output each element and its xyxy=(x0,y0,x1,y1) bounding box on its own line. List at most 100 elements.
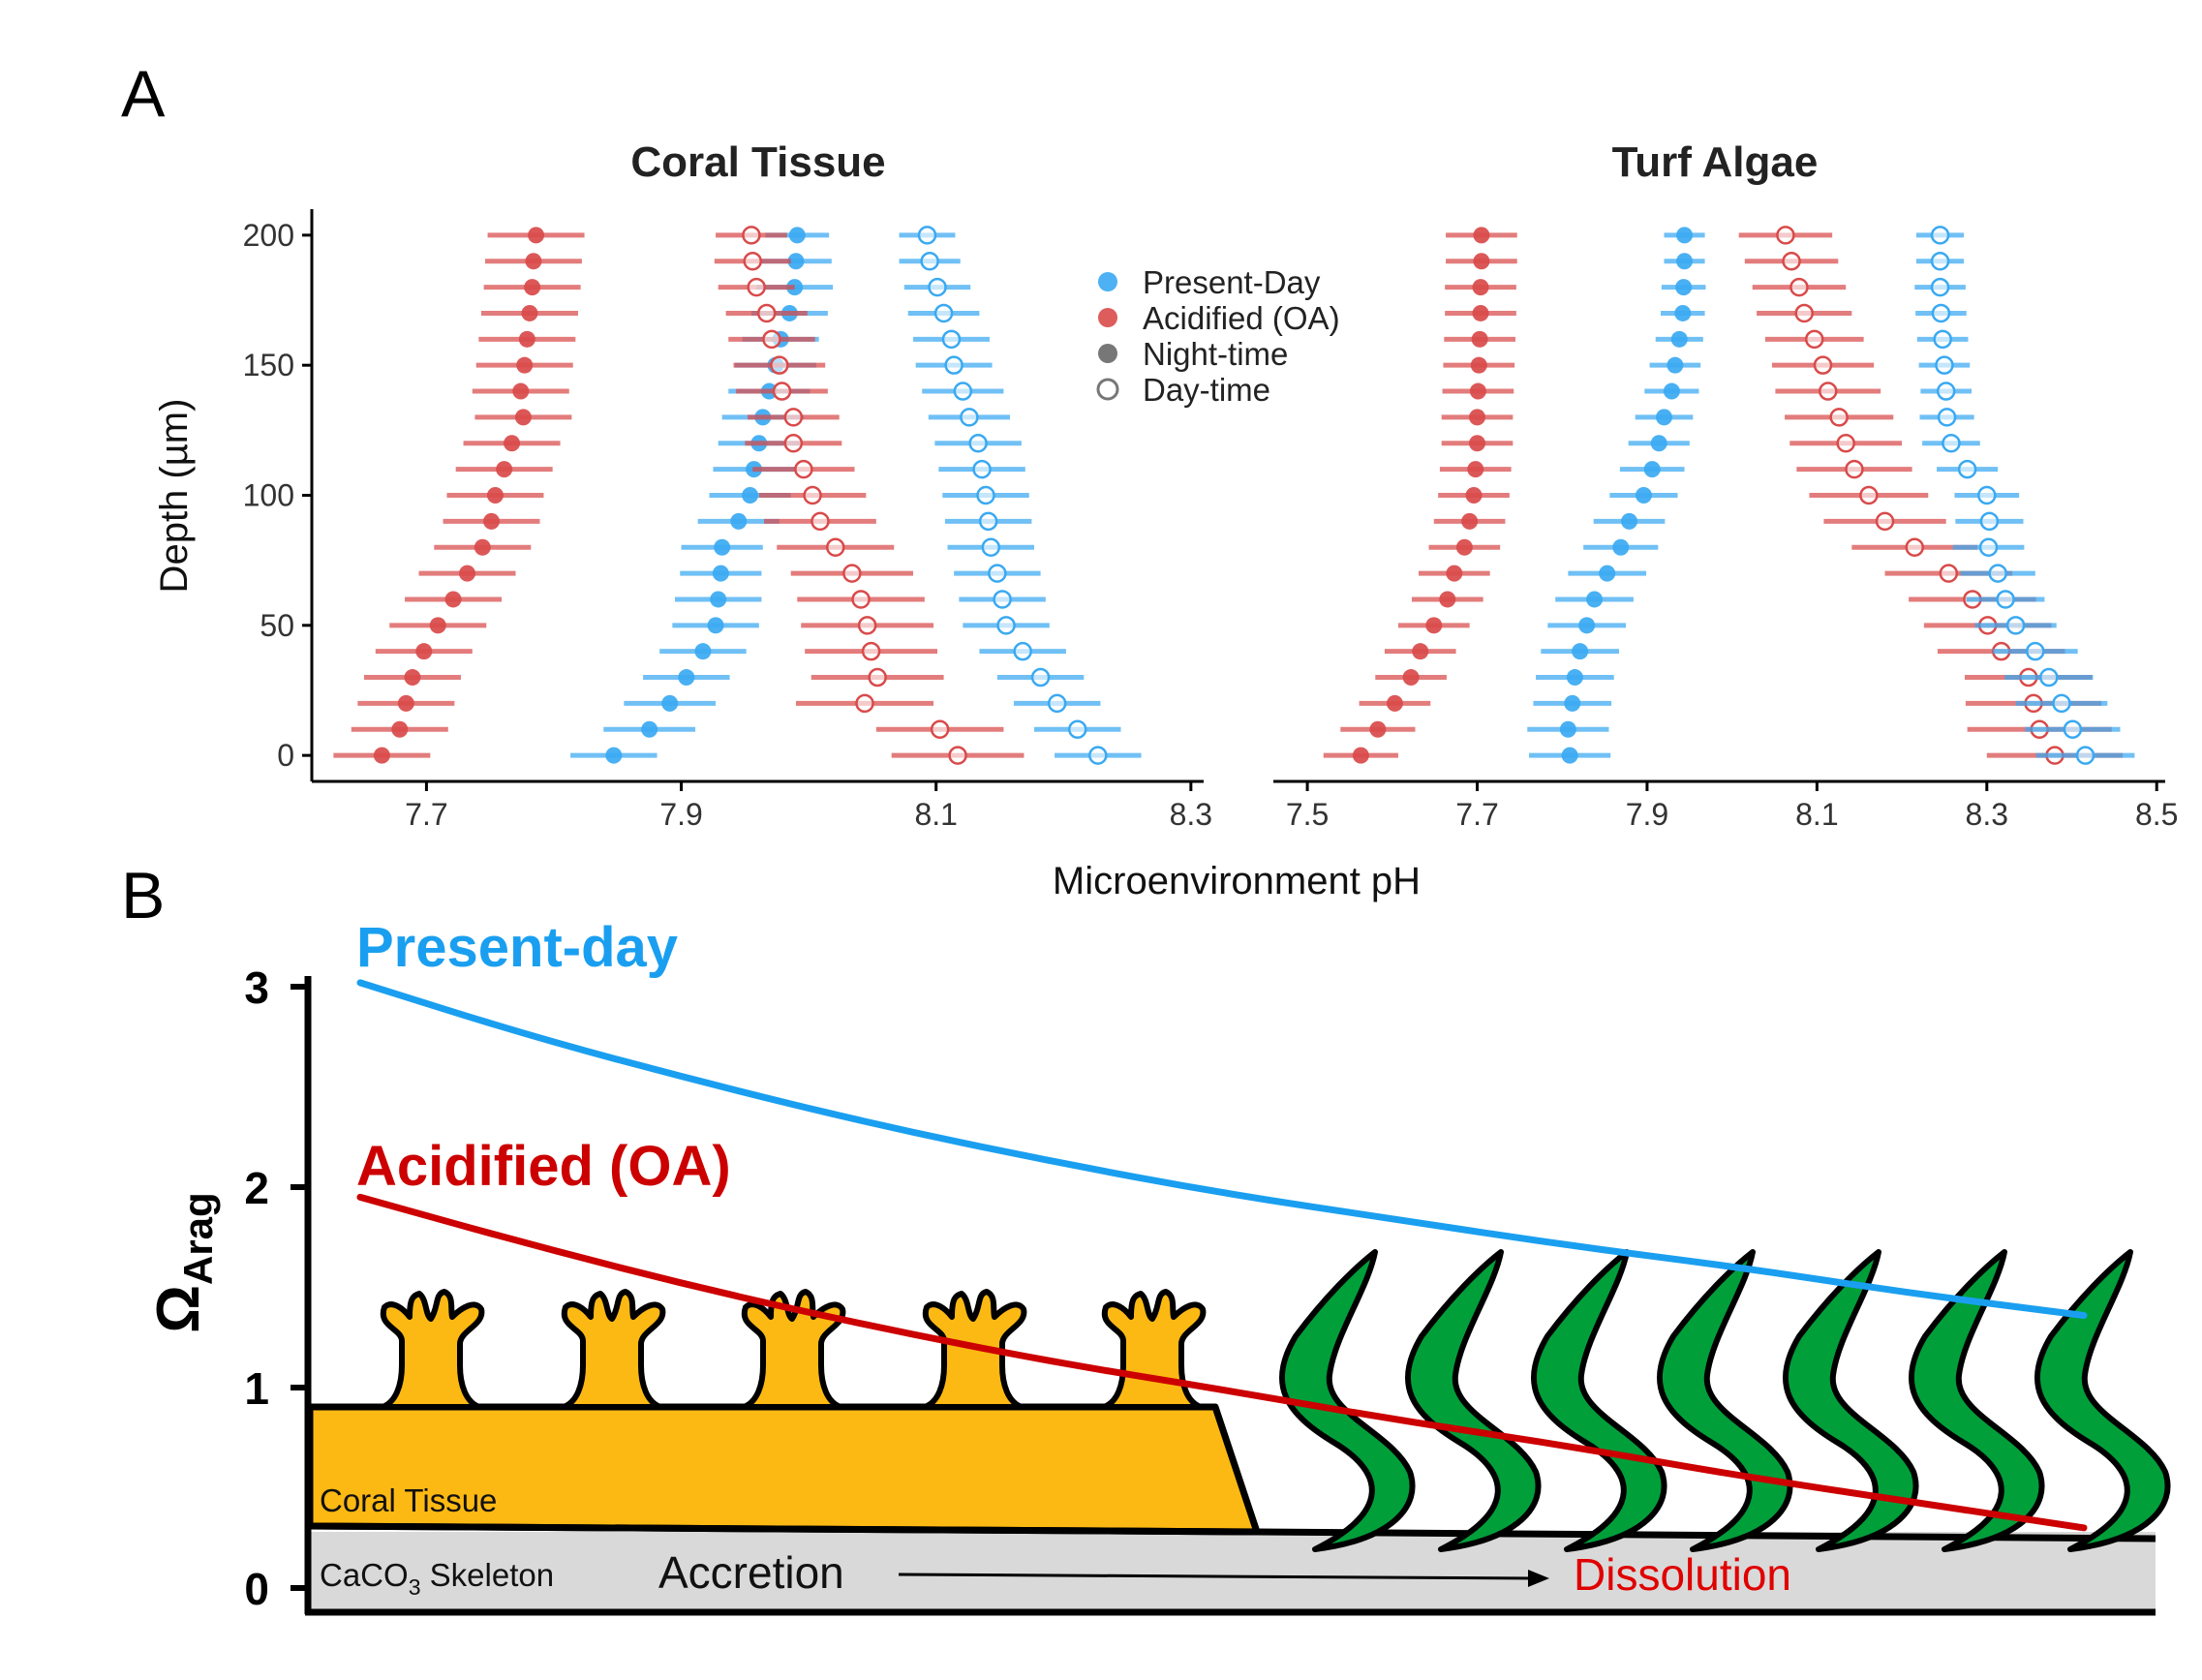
algae-point-day xyxy=(1931,303,1951,323)
coral-point-night xyxy=(415,643,433,660)
coral-point-night xyxy=(516,356,534,374)
algae-point-night xyxy=(1586,591,1604,608)
coral-point-day xyxy=(968,434,988,453)
coral-point-day xyxy=(842,564,862,583)
algae-point-day xyxy=(1977,485,1997,505)
coral-point-night xyxy=(742,487,759,504)
algae-point-night xyxy=(1471,330,1488,348)
coral-y-tick-label: 200 xyxy=(243,218,294,253)
coral-point-day xyxy=(861,641,881,661)
panel-a-letter: A xyxy=(121,57,166,131)
algae-x-tick-label: 7.9 xyxy=(1626,797,1668,832)
coral-point-night xyxy=(787,253,805,270)
algae-point-day xyxy=(1875,511,1895,532)
coral-point-day xyxy=(855,693,874,714)
coral-x-tick-label: 7.7 xyxy=(405,797,447,832)
algae-point-night xyxy=(1412,643,1429,660)
accretion-label: Accretion xyxy=(658,1547,844,1598)
algae-point-day xyxy=(1936,382,1956,401)
turf-algae-blades xyxy=(1278,1249,2171,1552)
algae-point-day xyxy=(1979,511,2000,532)
coral-point-day xyxy=(920,251,939,271)
coral-point-day xyxy=(810,511,830,532)
coral-point-day xyxy=(944,355,963,375)
algae-point-day xyxy=(1782,251,1801,271)
algae-point-day xyxy=(1845,459,1864,479)
coral-point-night xyxy=(521,304,538,321)
coral-point-night xyxy=(474,538,491,556)
coral-point-day xyxy=(826,537,845,557)
algae-data-points xyxy=(1323,226,2135,765)
skeleton-label: CaCO3 Skeleton xyxy=(320,1557,554,1600)
coral-point-night xyxy=(459,565,476,582)
coral-y-ticks: 0 50 100 150 200 xyxy=(243,218,312,773)
algae-point-day xyxy=(2075,746,2095,765)
algae-point-night xyxy=(1650,435,1667,452)
coral-point-night xyxy=(694,643,712,660)
algae-point-night xyxy=(1439,591,1456,608)
coral-point-day xyxy=(996,616,1016,635)
algae-point-night xyxy=(1472,304,1489,321)
algae-point-day xyxy=(1930,226,1950,245)
algae-point-night xyxy=(1675,279,1693,296)
coral-tissue-label: Coral Tissue xyxy=(320,1482,497,1518)
coral-point-day xyxy=(1013,641,1032,661)
coral-point-night xyxy=(404,669,421,687)
coral-y-tick-label: 0 xyxy=(277,738,294,773)
coral-point-day xyxy=(770,355,789,375)
algae-point-night xyxy=(1467,461,1484,478)
algae-point-day xyxy=(1988,564,2007,583)
coral-point-day xyxy=(976,485,995,505)
coral-point-day xyxy=(756,303,777,323)
algae-blade xyxy=(1278,1249,1416,1552)
coral-point-day xyxy=(851,590,871,609)
algae-point-day xyxy=(1829,408,1849,427)
algae-point-night xyxy=(1402,669,1420,687)
accretion-dissolution-arrow xyxy=(898,1573,1536,1580)
algae-point-night xyxy=(1621,512,1638,530)
coral-point-day xyxy=(917,226,937,245)
algae-x-tick-label: 8.5 xyxy=(2135,797,2178,832)
coral-point-day xyxy=(1067,719,1087,740)
algae-point-day xyxy=(1930,251,1950,271)
algae-panel-title: Turf Algae xyxy=(1612,138,1819,186)
coral-point-night xyxy=(504,435,521,452)
coral-point-night xyxy=(710,591,727,608)
algae-point-night xyxy=(1578,617,1596,634)
coral-point-day xyxy=(783,408,804,427)
algae-point-day xyxy=(1957,459,1977,479)
skeleton-band xyxy=(308,1532,2156,1612)
coral-point-day xyxy=(981,537,1001,557)
coral-data-points xyxy=(333,226,1142,765)
present-day-label: Present-day xyxy=(356,916,678,979)
algae-point-day xyxy=(1978,537,1999,557)
algae-point-day xyxy=(2052,693,2071,714)
algae-point-night xyxy=(1461,512,1479,530)
panel-b-letter: B xyxy=(121,859,165,932)
algae-point-night xyxy=(1465,487,1483,504)
algae-point-night xyxy=(1561,747,1578,764)
algae-point-night xyxy=(1386,694,1403,712)
coral-point-night xyxy=(514,409,532,426)
coral-polyp xyxy=(1101,1289,1207,1410)
coral-point-night xyxy=(397,694,414,712)
legend-present-marker xyxy=(1098,272,1117,291)
coral-point-day xyxy=(772,382,792,401)
legend-night-label: Night-time xyxy=(1143,336,1288,372)
coral-polyp xyxy=(741,1289,846,1410)
algae-point-night xyxy=(1455,538,1473,556)
algae-blade xyxy=(1908,1249,2045,1552)
coral-point-day xyxy=(933,303,954,323)
coral-point-day xyxy=(762,329,781,350)
algae-blade xyxy=(1656,1249,1793,1552)
algae-point-night xyxy=(1469,409,1486,426)
algae-point-day xyxy=(1905,537,1924,557)
algae-point-day xyxy=(2005,616,2026,635)
algae-x-ticks: 7.5 7.7 7.9 8.1 8.3 8.5 xyxy=(1286,781,2178,832)
omega-y-tick-label: 0 xyxy=(244,1564,269,1614)
algae-point-day xyxy=(1804,329,1824,350)
coral-point-day xyxy=(930,719,950,740)
algae-point-day xyxy=(1859,485,1879,505)
algae-point-day xyxy=(1942,434,1961,453)
algae-point-day xyxy=(1776,226,1795,245)
